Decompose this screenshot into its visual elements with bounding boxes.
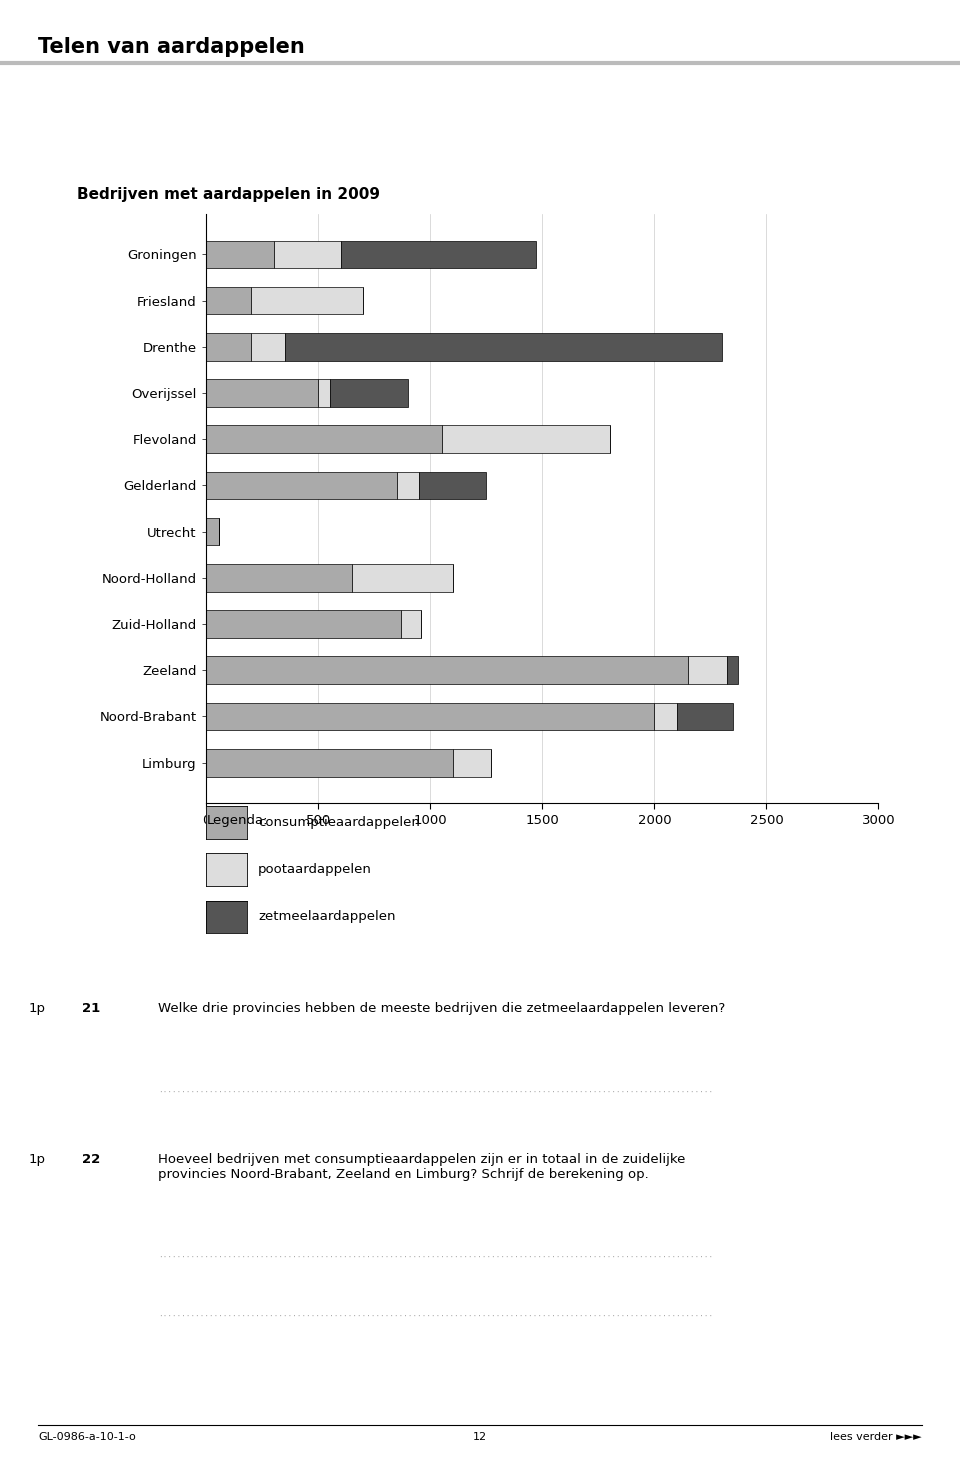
Text: 12: 12 <box>473 1431 487 1442</box>
Bar <box>206 472 396 500</box>
Text: Bedrijven met aardappelen in 2009: Bedrijven met aardappelen in 2009 <box>77 187 380 202</box>
Text: ················································································: ········································… <box>158 1089 713 1098</box>
Bar <box>206 749 453 777</box>
Text: Legenda:: Legenda: <box>206 814 268 827</box>
Bar <box>728 656 738 684</box>
Text: lees verder ►►►: lees verder ►►► <box>830 1431 922 1442</box>
Text: ················································································: ········································… <box>158 1313 713 1322</box>
Text: 1p: 1p <box>29 1002 46 1016</box>
Text: 1p: 1p <box>29 1153 46 1166</box>
Bar <box>252 287 363 314</box>
Text: consumptieaardappelen: consumptieaardappelen <box>258 817 420 828</box>
Bar <box>206 565 352 591</box>
Bar <box>453 749 491 777</box>
Bar <box>688 656 728 684</box>
Bar <box>352 565 453 591</box>
Bar <box>252 333 285 361</box>
Bar <box>341 240 536 268</box>
Text: Hoeveel bedrijven met consumptieaardappelen zijn er in totaal in de zuidelijke
p: Hoeveel bedrijven met consumptieaardappe… <box>158 1153 685 1181</box>
Bar <box>319 379 329 407</box>
Text: ················································································: ········································… <box>158 1254 713 1263</box>
Bar <box>206 517 219 545</box>
Bar <box>206 240 274 268</box>
Bar <box>206 610 401 638</box>
Bar <box>206 287 252 314</box>
Bar <box>401 610 421 638</box>
Text: zetmeelaardappelen: zetmeelaardappelen <box>258 911 396 923</box>
Bar <box>396 472 420 500</box>
Text: pootaardappelen: pootaardappelen <box>258 864 372 876</box>
Text: GL-0986-a-10-1-o: GL-0986-a-10-1-o <box>38 1431 136 1442</box>
Text: Welke drie provincies hebben de meeste bedrijven die zetmeelaardappelen leveren?: Welke drie provincies hebben de meeste b… <box>158 1002 726 1016</box>
Bar <box>677 703 732 730</box>
Text: Telen van aardappelen: Telen van aardappelen <box>38 37 305 57</box>
Bar <box>206 703 655 730</box>
Bar <box>206 379 319 407</box>
Text: 21: 21 <box>82 1002 100 1016</box>
Bar <box>206 656 688 684</box>
Text: 22: 22 <box>82 1153 100 1166</box>
Bar <box>420 472 487 500</box>
Bar <box>285 333 722 361</box>
Bar <box>206 333 252 361</box>
Bar <box>274 240 341 268</box>
Bar <box>329 379 408 407</box>
Bar <box>655 703 677 730</box>
Bar <box>206 426 442 453</box>
Bar <box>442 426 610 453</box>
